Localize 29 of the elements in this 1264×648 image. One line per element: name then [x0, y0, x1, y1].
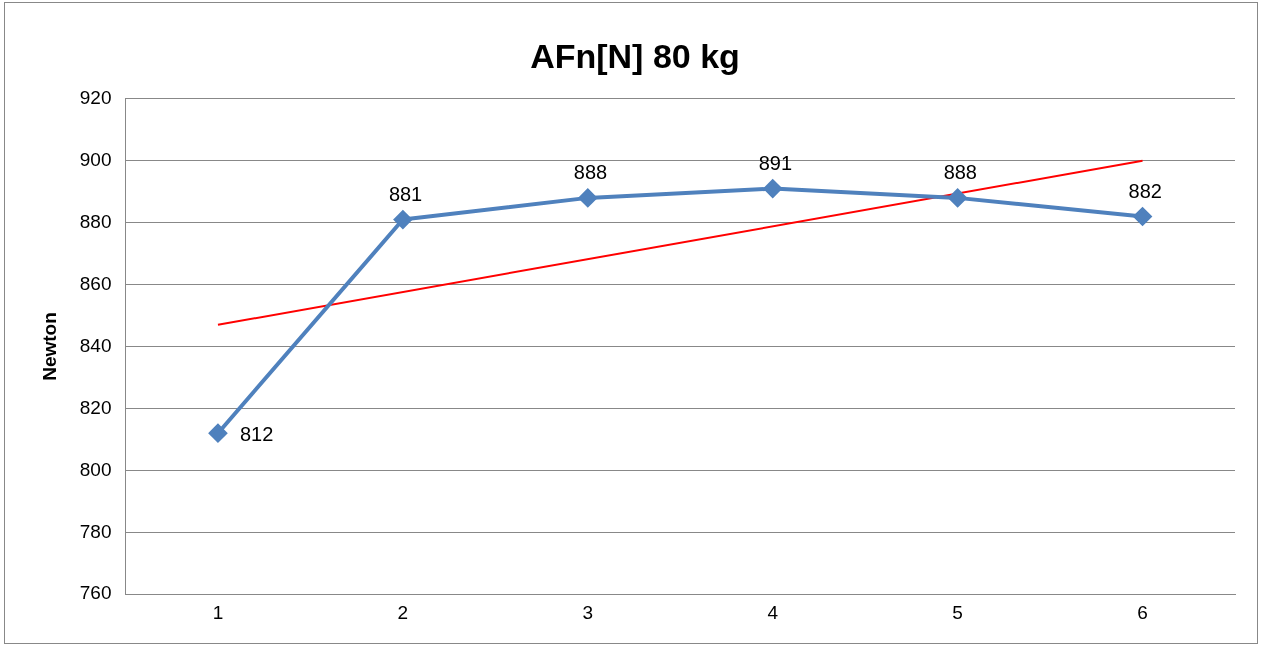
data-label: 888 [573, 161, 608, 184]
data-label: 888 [943, 161, 977, 184]
data-label: 882 [1128, 179, 1162, 202]
point [1133, 207, 1152, 226]
point [208, 424, 227, 443]
point [948, 188, 967, 207]
chart-title: AFn[N] 80 kg [530, 36, 740, 75]
point [393, 210, 412, 229]
x-tick-label: 4 [767, 601, 779, 623]
x-tick-label: 1 [212, 601, 224, 623]
x-tick-label: 2 [397, 601, 409, 623]
data-label: 891 [758, 152, 793, 175]
y-axis-title: Newton [38, 312, 60, 381]
x-tick-label: 5 [952, 601, 963, 623]
x-tick-label: 6 [1137, 601, 1148, 623]
data-label: 881 [388, 183, 423, 206]
data-label: 812 [239, 422, 274, 445]
point [763, 179, 782, 198]
y-tick-label: 820 [79, 396, 112, 418]
y-tick-label: 780 [79, 520, 112, 542]
y-tick-label: 880 [79, 210, 112, 232]
y-tick-label: 860 [79, 272, 112, 294]
y-tick-label: 920 [79, 87, 112, 109]
y-tick-label: 900 [79, 148, 112, 170]
y-tick-label: 760 [79, 582, 112, 604]
point [578, 188, 597, 207]
x-tick-label: 3 [582, 601, 594, 623]
y-tick-label: 800 [79, 458, 112, 480]
y-tick-label: 840 [79, 334, 112, 356]
